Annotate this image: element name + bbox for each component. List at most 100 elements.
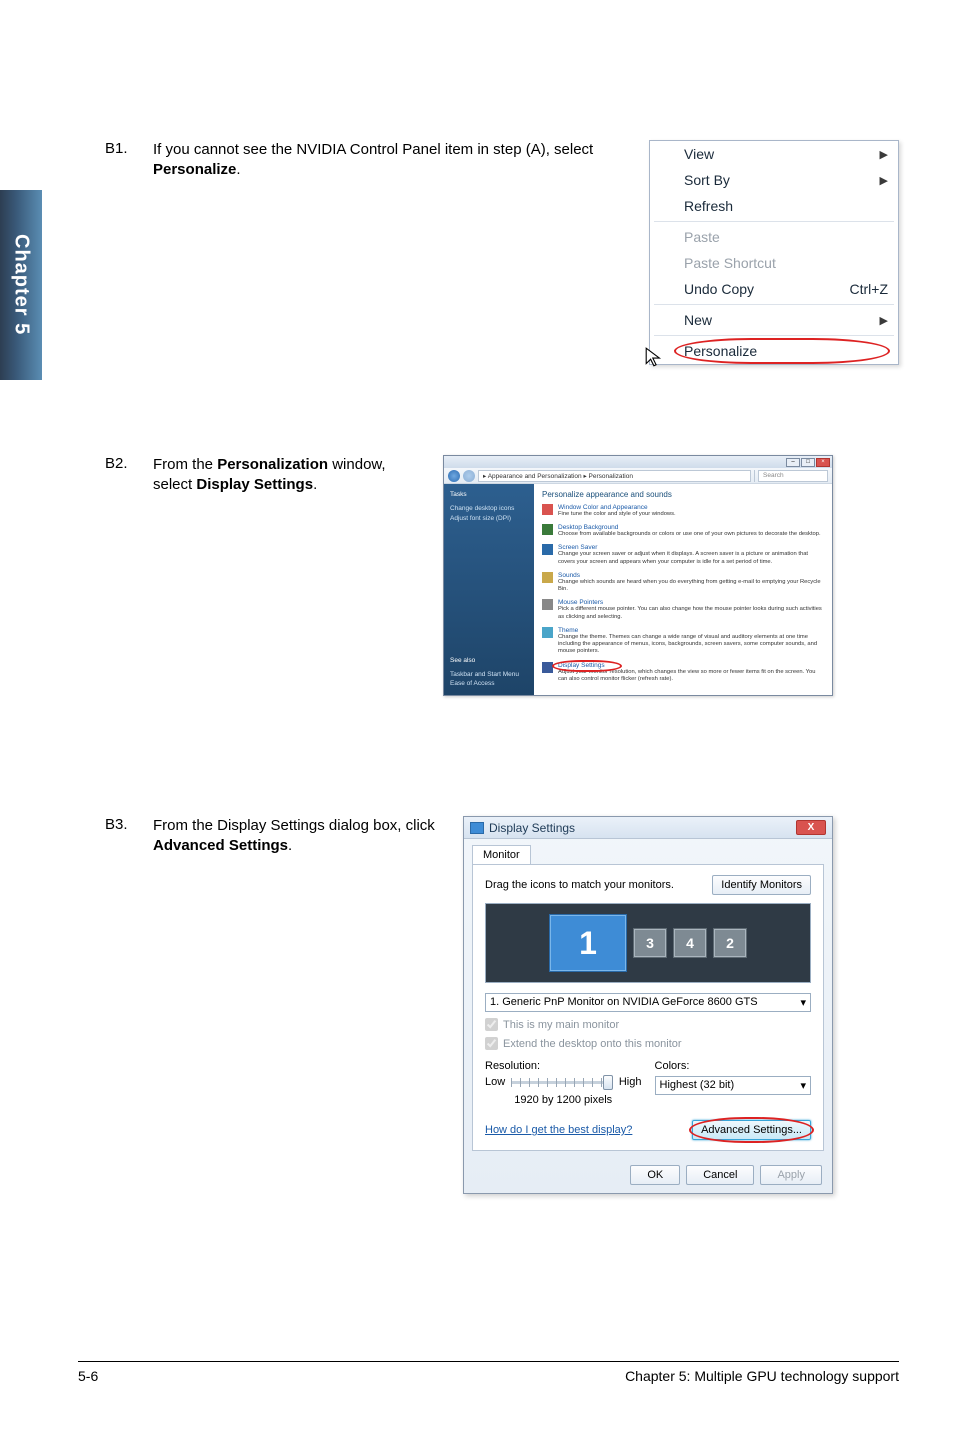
chevron-right-icon: ▶	[880, 148, 888, 161]
separator	[654, 304, 894, 305]
screensaver-icon	[542, 544, 553, 555]
page-content: B1. If you cannot see the NVIDIA Control…	[105, 140, 899, 1204]
maximize-button[interactable]: □	[801, 458, 815, 467]
highlight-ring	[552, 660, 622, 672]
search-input[interactable]: Search	[758, 470, 828, 482]
chk-main-monitor: This is my main monitor	[485, 1018, 811, 1031]
sounds-icon	[542, 572, 553, 583]
separator	[654, 221, 894, 222]
chevron-down-icon: ▾	[800, 996, 806, 1009]
display-icon	[542, 662, 553, 673]
step-b3: B3. From the Display Settings dialog box…	[105, 816, 899, 1194]
monitor-4[interactable]: 4	[673, 928, 707, 958]
chapter-title: Chapter 5: Multiple GPU technology suppo…	[625, 1368, 899, 1384]
sidebar-tasks-heading: Tasks	[450, 490, 528, 500]
cat-display-settings[interactable]: Display SettingsAdjust your monitor reso…	[542, 662, 824, 683]
personalization-window: – □ × ▸ Appearance and Personalization ▸…	[443, 455, 833, 696]
step-b2: B2. From the Personalization window, sel…	[105, 455, 899, 696]
apply-button: Apply	[760, 1165, 822, 1185]
ds-panel: Drag the icons to match your monitors. I…	[472, 864, 824, 1151]
colors-select[interactable]: Highest (32 bit) ▾	[655, 1076, 811, 1095]
cat-sounds[interactable]: SoundsChange which sounds are heard when…	[542, 572, 824, 593]
ctx-refresh[interactable]: Refresh	[650, 193, 898, 219]
cat-screensaver[interactable]: Screen SaverChange your screen saver or …	[542, 544, 824, 565]
ctx-undo-accel: Ctrl+Z	[850, 281, 889, 297]
chevron-right-icon: ▶	[880, 314, 888, 327]
help-link[interactable]: How do I get the best display?	[485, 1124, 632, 1136]
monitors-preview[interactable]: 1 3 4 2	[485, 903, 811, 983]
ctx-sort-by[interactable]: Sort By ▶	[650, 167, 898, 193]
chk-extend-box	[485, 1037, 498, 1050]
cat-mouse[interactable]: Mouse PointersPick a different mouse poi…	[542, 599, 824, 620]
sidebar-seealso-heading: See also	[450, 656, 528, 666]
ds-title: Display Settings	[489, 821, 575, 835]
pw-heading: Personalize appearance and sounds	[542, 490, 824, 499]
context-menu: View ▶ Sort By ▶ Refresh Paste Paste Sho…	[649, 140, 899, 365]
chapter-tab-label: Chapter 5	[10, 234, 33, 335]
cat-desktop-bg[interactable]: Desktop BackgroundChoose from available …	[542, 524, 824, 538]
cancel-button[interactable]: Cancel	[686, 1165, 754, 1185]
identify-monitors-button[interactable]: Identify Monitors	[712, 875, 811, 895]
cat-window-color[interactable]: Window Color and AppearanceFine tune the…	[542, 504, 824, 518]
ctx-paste: Paste	[650, 224, 898, 250]
dialog-buttons: OK Cancel Apply	[464, 1159, 832, 1193]
page-number: 5-6	[78, 1368, 98, 1384]
monitor-2[interactable]: 2	[713, 928, 747, 958]
step-b1: B1. If you cannot see the NVIDIA Control…	[105, 140, 899, 365]
separator	[654, 335, 894, 336]
cursor-icon	[644, 346, 666, 368]
ctx-paste-shortcut: Paste Shortcut	[650, 250, 898, 276]
resolution-slider[interactable]: Low High	[485, 1076, 641, 1088]
step-b3-num: B3.	[105, 816, 153, 1194]
monitor-select[interactable]: 1. Generic PnP Monitor on NVIDIA GeForce…	[485, 993, 811, 1012]
close-button[interactable]: X	[796, 820, 826, 835]
page-footer: 5-6 Chapter 5: Multiple GPU technology s…	[78, 1361, 899, 1384]
monitor-3[interactable]: 3	[633, 928, 667, 958]
ok-button[interactable]: OK	[630, 1165, 680, 1185]
colors-label: Colors:	[655, 1060, 811, 1072]
slider-thumb[interactable]	[603, 1075, 613, 1090]
step-b2-text: From the Personalization window, select …	[153, 455, 443, 696]
pw-sidebar: Tasks Change desktop icons Adjust font s…	[444, 484, 534, 695]
resolution-value: 1920 by 1200 pixels	[485, 1094, 641, 1106]
sidebar-item-ease[interactable]: Ease of Access	[450, 679, 528, 689]
window-color-icon	[542, 504, 553, 515]
ctx-new[interactable]: New ▶	[650, 307, 898, 333]
monitor-1[interactable]: 1	[549, 914, 627, 972]
sidebar-item-icons[interactable]: Change desktop icons	[450, 504, 528, 514]
resolution-label: Resolution:	[485, 1060, 641, 1072]
sidebar-item-dpi[interactable]: Adjust font size (DPI)	[450, 514, 528, 524]
pw-titlebar: – □ ×	[444, 456, 832, 468]
chk-extend: Extend the desktop onto this monitor	[485, 1037, 811, 1050]
desktop-bg-icon	[542, 524, 553, 535]
step-b2-num: B2.	[105, 455, 153, 696]
cat-theme[interactable]: ThemeChange the theme. Themes can change…	[542, 627, 824, 656]
theme-icon	[542, 627, 553, 638]
chevron-right-icon: ▶	[880, 174, 888, 187]
ctx-undo-copy[interactable]: Undo Copy Ctrl+Z	[650, 276, 898, 302]
ds-titlebar: Display Settings X	[464, 817, 832, 839]
advanced-settings-button[interactable]: Advanced Settings...	[692, 1120, 811, 1140]
minimize-button[interactable]: –	[786, 458, 800, 467]
mouse-icon	[542, 599, 553, 610]
back-button[interactable]	[448, 470, 460, 482]
display-settings-dialog: Display Settings X Monitor Drag the icon…	[463, 816, 833, 1194]
monitor-icon	[470, 822, 484, 834]
step-b3-text: From the Display Settings dialog box, cl…	[153, 816, 463, 1194]
close-button[interactable]: ×	[816, 458, 830, 467]
drag-text: Drag the icons to match your monitors.	[485, 879, 674, 891]
chapter-tab: Chapter 5	[0, 190, 42, 380]
forward-button[interactable]	[463, 470, 475, 482]
tab-monitor[interactable]: Monitor	[472, 845, 531, 864]
pw-main: Personalize appearance and sounds Window…	[534, 484, 832, 695]
chevron-down-icon: ▾	[800, 1079, 806, 1092]
sidebar-item-taskbar[interactable]: Taskbar and Start Menu	[450, 670, 528, 680]
pw-address-bar: ▸ Appearance and Personalization ▸ Perso…	[444, 468, 832, 484]
chk-main-monitor-box	[485, 1018, 498, 1031]
step-b1-text: If you cannot see the NVIDIA Control Pan…	[153, 140, 649, 365]
ctx-personalize[interactable]: Personalize	[650, 338, 898, 364]
step-b1-num: B1.	[105, 140, 153, 365]
ds-tabs: Monitor	[464, 839, 832, 864]
breadcrumb[interactable]: ▸ Appearance and Personalization ▸ Perso…	[478, 470, 751, 482]
ctx-view[interactable]: View ▶	[650, 141, 898, 167]
